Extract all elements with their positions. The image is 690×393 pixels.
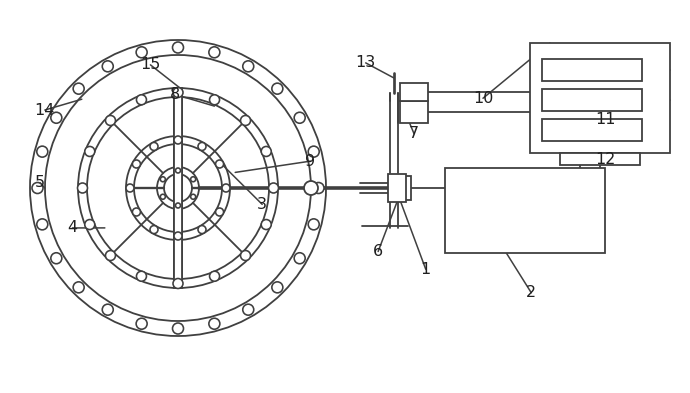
Circle shape (106, 116, 115, 125)
Circle shape (262, 220, 271, 230)
Circle shape (215, 160, 224, 168)
Bar (560, 153, 640, 165)
Text: 15: 15 (140, 57, 161, 72)
Circle shape (164, 174, 192, 202)
Circle shape (150, 142, 158, 151)
Circle shape (210, 95, 219, 105)
Text: 2: 2 (526, 285, 536, 300)
Circle shape (198, 226, 206, 233)
Circle shape (209, 318, 220, 329)
Circle shape (222, 184, 230, 192)
Circle shape (132, 208, 141, 216)
Circle shape (102, 61, 113, 72)
Circle shape (173, 279, 183, 288)
Text: 13: 13 (355, 55, 376, 70)
Circle shape (37, 219, 48, 230)
Circle shape (313, 182, 324, 193)
Circle shape (126, 136, 230, 240)
Circle shape (172, 42, 184, 53)
Circle shape (37, 146, 48, 157)
Circle shape (106, 250, 115, 261)
Bar (400, 101, 428, 123)
Text: 6: 6 (373, 244, 383, 259)
Bar (174, 88, 182, 288)
Circle shape (85, 220, 95, 230)
Text: 1: 1 (421, 262, 431, 277)
Circle shape (78, 88, 278, 288)
Text: 3: 3 (257, 197, 267, 212)
Bar (445, 168, 605, 253)
Circle shape (87, 97, 269, 279)
Circle shape (174, 232, 182, 240)
Circle shape (190, 194, 196, 199)
Text: 8: 8 (170, 87, 179, 102)
Circle shape (209, 47, 220, 58)
Circle shape (30, 40, 326, 336)
Text: 5: 5 (35, 175, 45, 190)
Circle shape (136, 318, 147, 329)
Circle shape (45, 55, 311, 321)
Circle shape (132, 160, 141, 168)
Circle shape (308, 219, 319, 230)
Circle shape (136, 47, 147, 58)
Circle shape (308, 146, 319, 157)
Circle shape (272, 282, 283, 293)
Circle shape (294, 253, 305, 264)
Bar (542, 119, 642, 141)
Bar (542, 59, 642, 81)
Circle shape (73, 83, 84, 94)
Circle shape (172, 323, 184, 334)
Text: 9: 9 (306, 154, 315, 169)
Circle shape (137, 95, 146, 105)
Circle shape (198, 142, 206, 151)
Circle shape (304, 181, 318, 195)
Circle shape (175, 203, 181, 208)
Circle shape (137, 271, 146, 281)
Circle shape (150, 226, 158, 233)
Text: 4: 4 (68, 220, 77, 235)
Bar (542, 89, 642, 111)
Text: 14: 14 (34, 103, 55, 118)
Circle shape (241, 250, 250, 261)
Bar (400, 83, 428, 101)
Circle shape (134, 144, 222, 232)
Circle shape (173, 88, 183, 97)
Bar (389, 176, 411, 200)
Circle shape (160, 194, 166, 199)
Circle shape (215, 208, 224, 216)
Text: 7: 7 (409, 126, 419, 141)
Circle shape (210, 271, 219, 281)
Circle shape (51, 253, 62, 264)
Circle shape (243, 61, 254, 72)
Bar (530, 43, 670, 153)
Circle shape (73, 282, 84, 293)
Text: 11: 11 (595, 112, 616, 127)
Circle shape (175, 168, 181, 173)
Circle shape (85, 147, 95, 156)
Circle shape (294, 112, 305, 123)
Circle shape (160, 177, 166, 182)
Circle shape (51, 112, 62, 123)
Circle shape (157, 167, 199, 209)
Circle shape (102, 304, 113, 315)
Text: 10: 10 (473, 91, 493, 106)
Text: 12: 12 (595, 152, 616, 167)
Circle shape (262, 147, 271, 156)
Circle shape (268, 183, 279, 193)
Circle shape (32, 182, 43, 193)
Circle shape (190, 177, 196, 182)
Circle shape (241, 116, 250, 125)
Circle shape (272, 83, 283, 94)
Circle shape (77, 183, 88, 193)
Bar (388, 174, 406, 202)
Circle shape (243, 304, 254, 315)
Circle shape (126, 184, 134, 192)
Circle shape (174, 136, 182, 144)
